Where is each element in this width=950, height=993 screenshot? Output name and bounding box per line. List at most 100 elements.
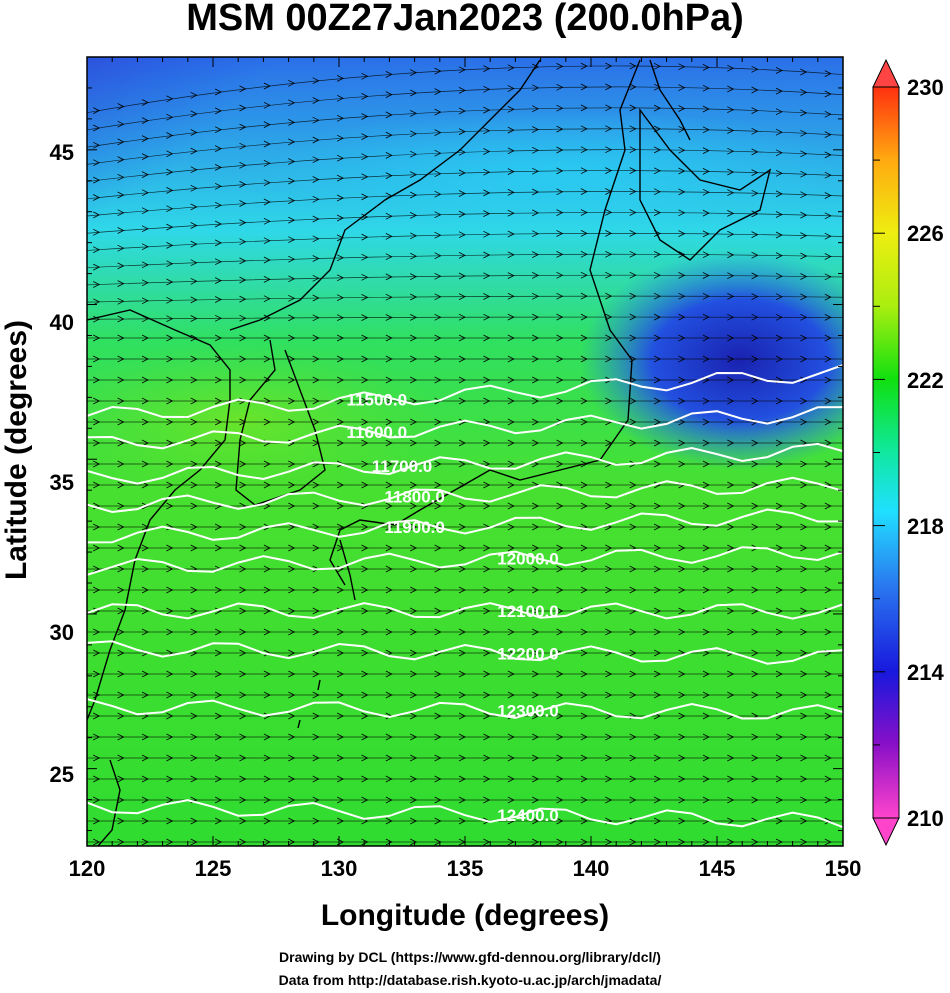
wind-arrow [727, 355, 735, 363]
wind-arrow [580, 292, 588, 300]
wind-arrow [727, 127, 735, 134]
wind-arrow [214, 754, 222, 762]
wind-arrow [288, 691, 296, 699]
wind-arrow [361, 273, 369, 281]
wind-arrow [556, 188, 564, 196]
wind-arrow [580, 104, 588, 112]
wind-arrow [166, 670, 174, 678]
wind-arrow [678, 251, 686, 258]
wind-arrow [93, 397, 101, 405]
wind-arrow [507, 126, 515, 134]
wind-arrow [434, 775, 442, 783]
wind-arrow [556, 754, 564, 762]
china-coastline [87, 309, 231, 721]
wind-arrow [507, 251, 515, 259]
wind-arrow [190, 691, 198, 699]
contour-label: 11700.0 [372, 457, 433, 476]
credit-drawing: Drawing by DCL (https://www.gfd-dennou.o… [279, 949, 661, 965]
wind-arrow [458, 148, 466, 156]
wind-arrow [751, 231, 759, 238]
wind-arrow [800, 691, 808, 699]
wind-arrow [458, 190, 466, 197]
wind-arrow [239, 219, 247, 226]
wind-arrow [727, 397, 735, 405]
wind-arrow [141, 376, 149, 384]
wind-arrow [190, 91, 198, 99]
wind-arrow [458, 334, 466, 342]
wind-arrow [580, 167, 588, 175]
wind-arrow [410, 212, 418, 219]
wind-arrow [702, 754, 710, 762]
wind-arrow [653, 313, 661, 321]
wind-arrow [556, 460, 564, 468]
wind-arrow [775, 607, 783, 615]
wind-arrow [483, 106, 491, 114]
wind-arrow [653, 607, 661, 615]
wind-arrow [483, 670, 491, 678]
wind-arrow [263, 712, 271, 720]
wind-arrow [239, 523, 247, 531]
wind-arrow [751, 586, 759, 594]
wind-arrow [288, 138, 296, 146]
wind-arrow [824, 733, 832, 741]
wind-arrow [361, 691, 369, 699]
wind-arrow [507, 775, 515, 783]
wind-arrow [775, 128, 783, 136]
wind-arrow [141, 397, 149, 405]
wind-arrow [751, 502, 759, 510]
wind-arrow [263, 140, 271, 148]
wind-arrow [751, 796, 759, 804]
wind-arrow [263, 481, 271, 489]
wind-arrow [507, 85, 515, 92]
wind-arrow [190, 240, 198, 248]
wind-arrow [458, 418, 466, 426]
wind-arrow [751, 649, 759, 657]
wind-arrow [507, 502, 515, 510]
wind-arrow [800, 838, 808, 846]
wind-arrow [629, 83, 637, 91]
wind-arrow [410, 691, 418, 699]
wind-arrow [239, 460, 247, 468]
wind-arrow [824, 775, 832, 783]
wind-arrow [190, 376, 198, 384]
wind-arrow [361, 796, 369, 804]
wind-arrow [239, 181, 247, 188]
wind-arrow [434, 108, 442, 116]
wind-arrow [385, 233, 393, 240]
wind-arrow [263, 314, 271, 322]
wind-arrow [336, 502, 344, 510]
wind-arrow [580, 250, 588, 258]
wind-arrow [605, 167, 613, 174]
wind-arrow [483, 168, 491, 176]
wind-arrow [653, 796, 661, 804]
wind-arrow [775, 293, 783, 301]
wind-arrow [117, 209, 125, 217]
wind-arrow [93, 460, 101, 468]
height-contour-line [87, 640, 843, 665]
wind-arrow [239, 586, 247, 594]
wind-arrow [605, 292, 613, 300]
wind-arrow [93, 670, 101, 678]
wind-arrow [800, 334, 808, 342]
wind-arrow [361, 544, 369, 552]
y-tick-label: 35 [50, 470, 74, 495]
wind-arrow [824, 460, 832, 468]
wind-arrow [775, 586, 783, 594]
wind-arrow [727, 796, 735, 804]
x-tick-label: 145 [699, 856, 736, 881]
x-axis-title: Longitude (degrees) [321, 899, 609, 932]
wind-arrow [336, 114, 344, 122]
wind-arrow [629, 188, 637, 195]
wind-arrow [410, 355, 418, 363]
wind-arrow [483, 127, 491, 135]
wind-arrow [824, 131, 832, 138]
wind-arrow [702, 733, 710, 741]
wind-arrow [800, 460, 808, 468]
wind-arrow [507, 586, 515, 594]
wind-arrow [727, 168, 735, 176]
wind-arrow [775, 397, 783, 405]
wind-arrow [239, 544, 247, 552]
wind-arrow [190, 544, 198, 552]
wind-arrow [580, 125, 588, 133]
wind-arrow [288, 275, 296, 283]
